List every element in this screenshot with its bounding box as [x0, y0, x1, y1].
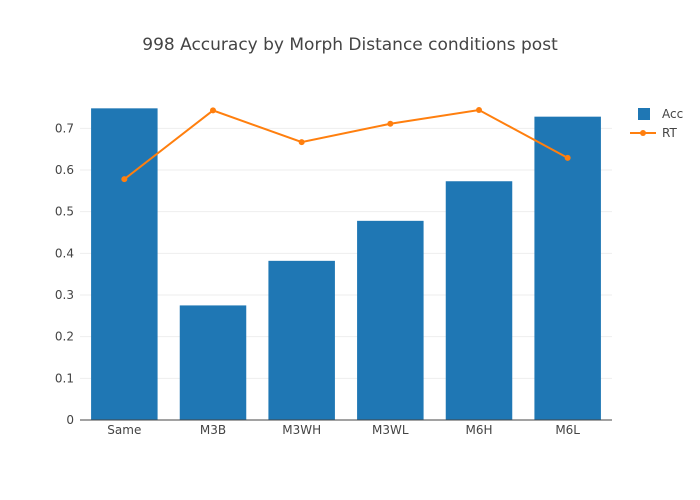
legend-label-rt: RT [662, 126, 677, 140]
legend: Acc RT [630, 107, 683, 140]
y-tick-label: 0.4 [55, 246, 74, 260]
line-series [121, 107, 571, 183]
y-tick-label: 0 [66, 413, 74, 427]
rt-point-m3wh [298, 139, 305, 146]
legend-swatch-rt-marker [640, 130, 646, 136]
grid [80, 127, 612, 379]
y-tick-label: 0.2 [55, 330, 74, 344]
x-tick-label: M3B [200, 423, 226, 437]
bar-m3b [179, 305, 247, 420]
bar-m3wl [357, 220, 424, 420]
y-tick-label: 0.1 [55, 371, 74, 385]
bar-series [91, 108, 601, 421]
y-tick-label: 0.6 [55, 163, 74, 177]
x-tick-label: M3WH [282, 423, 321, 437]
bar-m3wh [268, 260, 335, 420]
bar-m6h [445, 181, 513, 420]
rt-point-m3wl [387, 120, 394, 127]
y-tick-label: 0.7 [55, 121, 74, 135]
x-tick-label: M6H [465, 423, 492, 437]
chart-title: 998 Accuracy by Morph Distance condition… [142, 35, 558, 55]
rt-point-m6l [564, 154, 571, 161]
bar-m6l [534, 116, 601, 421]
x-tick-label: M6L [555, 423, 580, 437]
bar-same [91, 108, 158, 420]
rt-point-m6h [476, 107, 482, 113]
rt-point-m3b [210, 107, 216, 114]
legend-swatch-acc [638, 108, 650, 120]
x-tick-label: M3WL [372, 423, 409, 437]
axes: 0 0.1 0.2 0.3 0.4 0.5 0.6 0.7 Same M3B M3WH M3WL M6H… [55, 121, 612, 437]
legend-label-acc: Acc [662, 107, 683, 121]
y-tick-label: 0.3 [55, 288, 74, 302]
rt-line [123, 108, 569, 180]
y-tick-label: 0.5 [55, 205, 74, 219]
x-tick-label: Same [107, 423, 141, 437]
rt-point-same [121, 176, 128, 183]
